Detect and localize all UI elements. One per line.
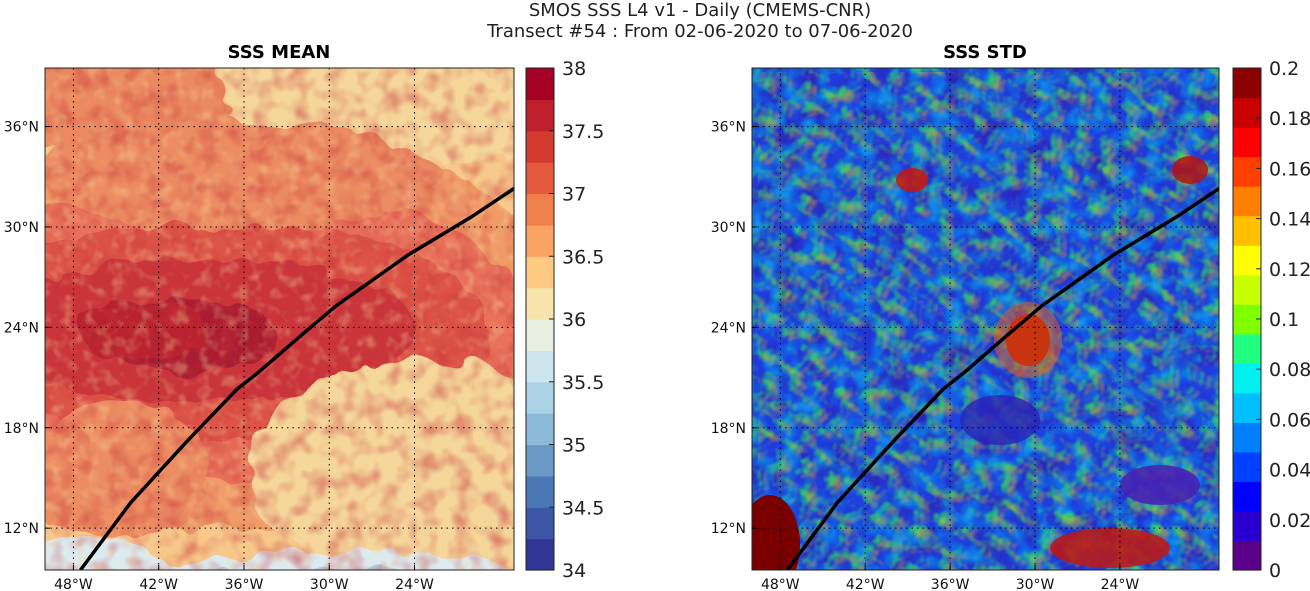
sss-std-colorbar-segment [1233,156,1261,187]
sss-std-lon-tick-label: 48°W [761,577,800,591]
sss-std-colorbar-tick-label: 0.14 [1269,209,1310,231]
sss-mean-colorbar-segment [526,319,554,351]
sss-std-frame [751,67,1220,571]
sss-std-graticule [752,68,1219,570]
sss-std-colorbar-segment [1233,274,1261,305]
sss-mean-axis-ticks: 48°W 42°W 36°W 30°W 24°W 12°N 18°N 24°N 30°N 36°N [4,120,434,591]
sss-std-colorbar-segment [1233,215,1261,246]
sss-std-colorbar-segment [1233,363,1261,394]
sss-mean-lat-tick-label: 24°N [4,320,39,336]
sss-std-colorbar-segment [1233,481,1261,512]
sss-std-field [752,68,1219,570]
sss-std-transect-line [785,187,1219,570]
sss-mean-colorbar-segment [526,193,554,226]
sss-mean-colorbar-tick-label: 37 [562,184,586,206]
sss-mean-colorbar-tick-label: 36.5 [562,246,604,268]
sss-std-lat-tick-label: 36°N [711,120,746,136]
sss-std-colorbar-tick-label: 0.06 [1269,409,1310,431]
sss-std-colorbar-tick-label: 0.16 [1269,158,1310,180]
figure-title-line-1: SMOS SSS L4 v1 - Daily (CMEMS-CNR) [528,0,872,21]
sss-std-lon-tick-label: 42°W [846,577,885,591]
sss-mean-colorbar-segment [526,68,554,100]
sss-std-colorbar-tick-label: 0.2 [1269,58,1299,80]
sss-mean-lon-tick-label: 30°W [310,577,349,591]
sss-std-colorbar-segment [1233,510,1261,542]
sss-std-lon-tick-label: 30°W [1016,577,1055,591]
sss-mean-colorbar-tick-label: 38 [562,58,586,80]
sss-mean-lon-tick-label: 48°W [54,577,93,591]
sss-mean-colorbar-segment [526,162,554,195]
sss-mean-colorbar-segment [526,413,554,446]
sss-std-lat-tick-label: 24°N [711,320,746,336]
sss-std-colorbar-segment [1233,245,1261,276]
sss-mean-colorbar-tick-label: 35 [562,435,586,457]
sss-std-colorbar-segment [1233,186,1261,217]
sss-std-colorbar-tick-label: 0.12 [1269,259,1310,281]
sss-std-colorbar-tick-label: 0.18 [1269,108,1310,130]
figure-title-line-2: Transect #54 : From 02-06-2020 to 07-06-… [487,21,913,42]
sss-mean-colorbar-segment [526,350,554,383]
sss-mean-colorbar-segment [526,507,554,540]
sss-std-colorbar-segment [1233,451,1261,483]
sss-mean-lon-tick-label: 42°W [139,577,178,591]
sss-mean-lat-tick-label: 30°N [4,220,39,236]
sss-std-colorbar-tick-label: 0.1 [1269,309,1299,331]
sss-std-title: SSS STD [943,42,1027,63]
sss-std-colorbar: 0 0.02 0.04 0.06 0.08 0.1 0.12 0.14 0.16 0.18 0.2 [1232,58,1310,582]
sss-std-panel: SSS STD 48°W 42°W 36°W 30°W 24°W 12°N 18°N 24°N… [711,42,1310,591]
sss-mean-colorbar-segment [526,381,554,414]
sss-std-colorbar-segment [1233,540,1261,571]
sss-mean-lon-tick-label: 36°W [225,577,264,591]
sss-mean-colorbar-segment [526,538,554,571]
sss-mean-colorbar-segment [526,224,554,257]
sss-std-colorbar-segment [1233,127,1261,158]
sss-mean-lat-tick-label: 36°N [4,120,39,136]
sss-mean-colorbar-tick-label: 37.5 [562,121,604,143]
sss-mean-colorbar-segment [526,287,554,320]
sss-mean-colorbar-tick-label: 34 [562,560,586,582]
sss-std-axis-ticks: 48°W 42°W 36°W 30°W 24°W 12°N 18°N 24°N 30°N 36°N [711,120,1140,591]
sss-mean-colorbar-segment [526,475,554,508]
sss-std-colorbar-segment [1233,392,1261,423]
sss-mean-colorbar: 34 34.5 35 35.5 36 36.5 37 37.5 38 [525,58,604,582]
sss-std-colorbar-tick-label: 0 [1269,560,1281,582]
sss-mean-title: SSS MEAN [228,42,331,63]
sss-mean-colorbar-tick-label: 34.5 [562,497,604,519]
sss-std-lon-tick-label: 24°W [1101,577,1140,591]
sss-std-colorbar-tick-label: 0.08 [1269,359,1310,381]
sss-mean-frame [44,67,515,571]
sss-mean-colorbar-tick-label: 35.5 [562,372,604,394]
sss-std-colorbar-tick-label: 0.04 [1269,460,1310,482]
sss-mean-colorbar-segment [526,130,554,163]
sss-std-lat-tick-label: 12°N [711,521,746,537]
sss-mean-lat-tick-label: 12°N [4,521,39,537]
sss-std-lat-tick-label: 30°N [711,220,746,236]
sss-std-colorbar-segment [1233,97,1261,128]
sss-std-lat-tick-label: 18°N [711,421,746,437]
sss-mean-lon-tick-label: 24°W [395,577,434,591]
sss-mean-field [45,68,514,570]
sss-mean-transect-line [79,187,514,570]
sss-mean-colorbar-segment [526,444,554,477]
sss-std-colorbar-segment [1233,422,1261,453]
sss-mean-colorbar-segment [526,99,554,132]
sss-std-colorbar-segment [1233,333,1261,364]
sss-std-lon-tick-label: 36°W [931,577,970,591]
sss-mean-colorbar-segment [526,256,554,289]
sss-mean-graticule [45,68,514,570]
sss-mean-colorbar-tick-label: 36 [562,309,586,331]
sss-std-colorbar-tick-label: 0.02 [1269,510,1310,532]
sss-mean-lat-tick-label: 18°N [4,421,39,437]
sss-mean-panel: SSS MEAN [4,42,605,591]
sss-std-colorbar-segment [1233,68,1261,99]
